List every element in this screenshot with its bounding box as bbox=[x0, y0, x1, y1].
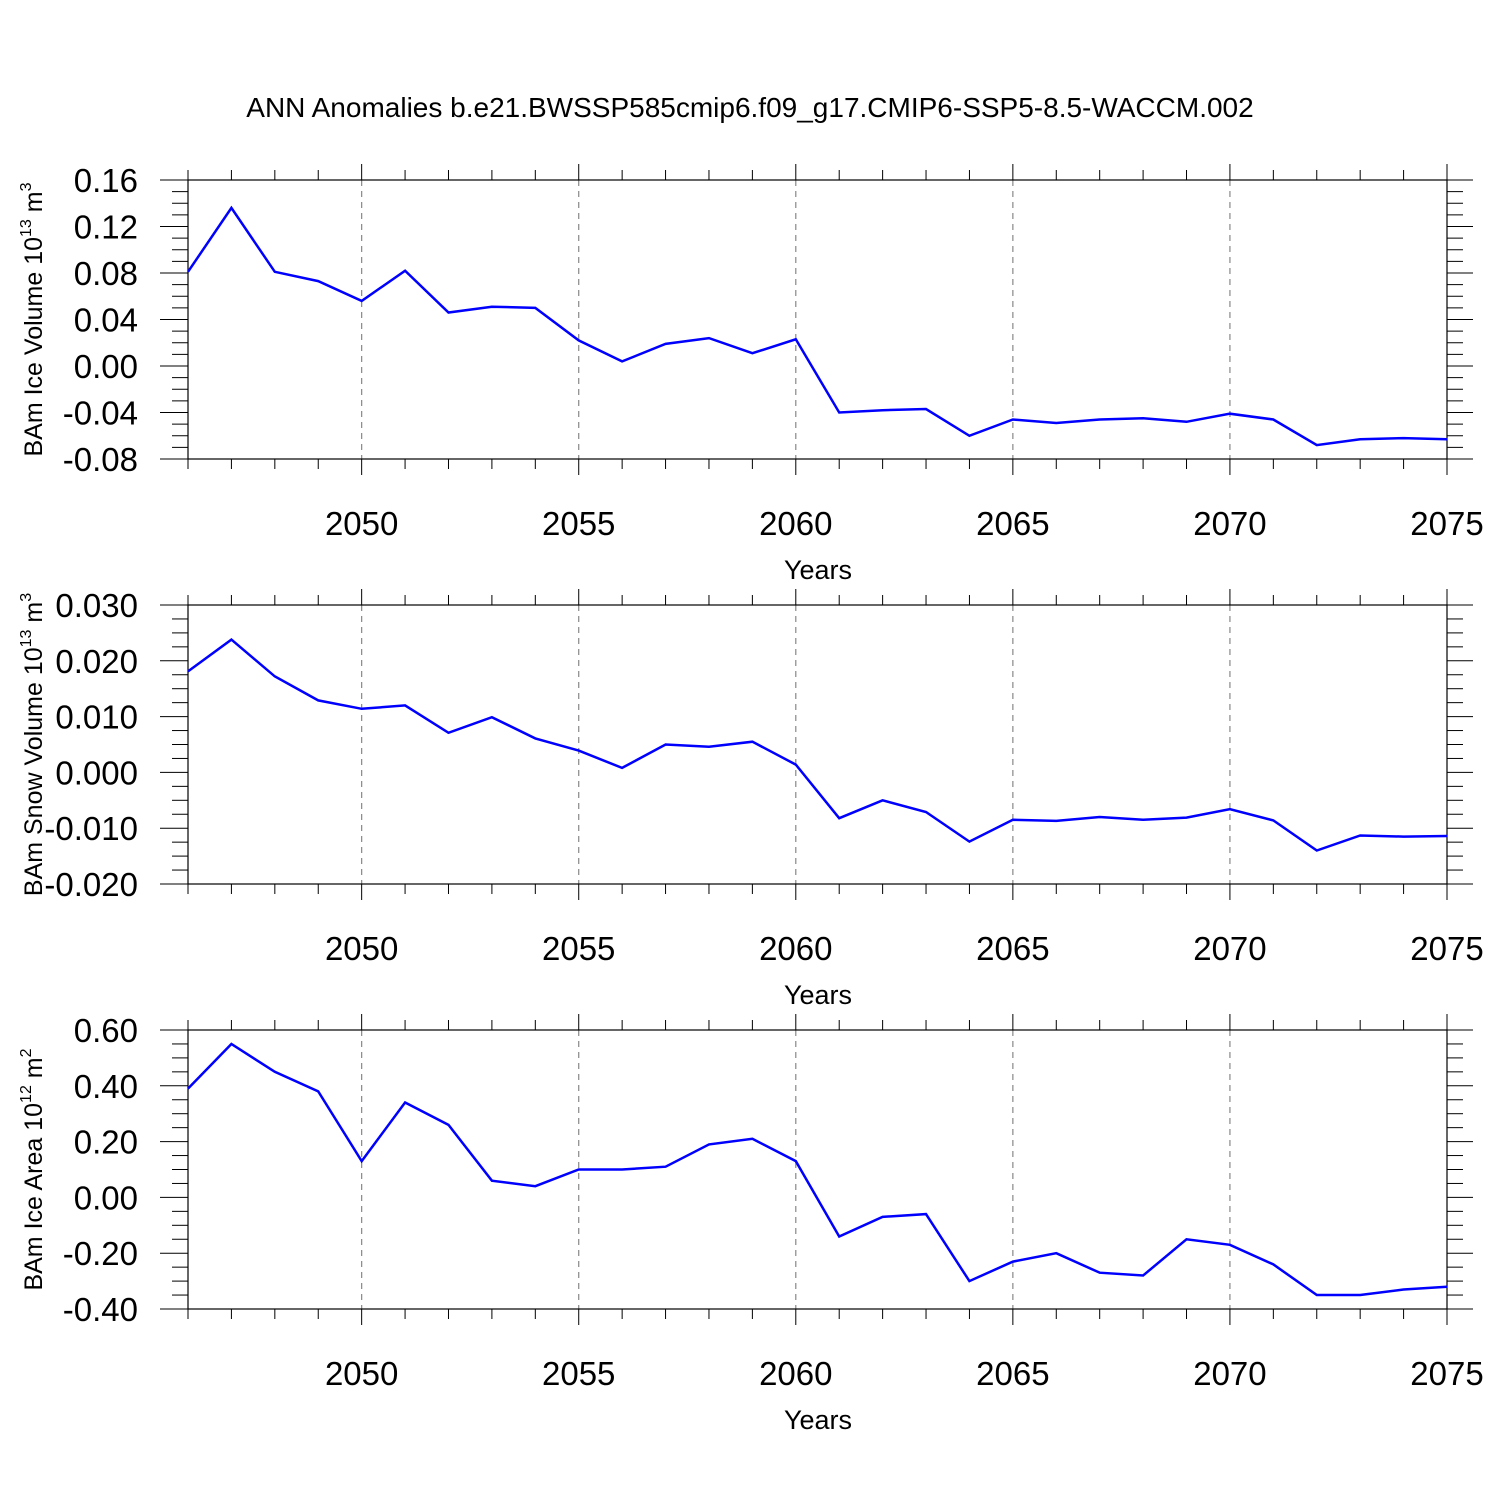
x-tick-label: 2050 bbox=[325, 505, 398, 542]
x-tick-label: 2075 bbox=[1410, 505, 1483, 542]
series-line bbox=[186, 205, 1448, 447]
y-label-exponent: 12 bbox=[18, 1085, 35, 1103]
series-line bbox=[187, 1042, 1448, 1297]
y-axis-label: BAm Ice Volume 1013 m3 bbox=[18, 182, 48, 456]
x-tick-label: 2070 bbox=[1193, 1355, 1266, 1392]
x-tick-label: 2065 bbox=[976, 505, 1049, 542]
y-tick-label: 0.60 bbox=[74, 1012, 138, 1049]
y-tick-label: 0.04 bbox=[74, 302, 138, 339]
y-tick-label: 0.010 bbox=[55, 699, 138, 736]
x-axis-label: Years bbox=[784, 1405, 852, 1435]
panel-3: -0.40 -0.20 0.00 0.20 0.40 0.60 2050 2055 2060 20… bbox=[18, 1012, 1484, 1435]
x-tick-label: 2075 bbox=[1410, 930, 1483, 967]
y-tick-label: 0.08 bbox=[74, 255, 138, 292]
x-tick-label: 2060 bbox=[759, 930, 832, 967]
x-tick-label: 2065 bbox=[976, 1355, 1049, 1392]
x-tick-label: 2070 bbox=[1193, 930, 1266, 967]
y-label-text: BAm Snow Volume 10 bbox=[20, 647, 48, 896]
y-tick-label: -0.40 bbox=[63, 1291, 138, 1328]
y-tick-label: 0.020 bbox=[55, 643, 138, 680]
series-line bbox=[187, 638, 1448, 852]
y-label-text: BAm Ice Area 10 bbox=[20, 1103, 48, 1291]
y-axis-label: BAm Snow Volume 1013 m3 bbox=[18, 593, 48, 896]
x-tick-label: 2055 bbox=[542, 930, 615, 967]
y-tick-label: 0.00 bbox=[74, 1179, 138, 1216]
y-tick-label: -0.010 bbox=[44, 810, 138, 847]
y-tick-label: 0.000 bbox=[55, 754, 138, 791]
y-label-unit: m bbox=[20, 191, 48, 219]
y-label-unit-exponent: 3 bbox=[18, 593, 35, 602]
plot-frame bbox=[187, 179, 1448, 460]
y-tick-label: -0.08 bbox=[63, 441, 138, 478]
plot-frame bbox=[187, 604, 1448, 885]
x-tick-label: 2070 bbox=[1193, 505, 1266, 542]
x-tick-label: 2060 bbox=[759, 505, 832, 542]
y-label-exponent: 13 bbox=[18, 629, 35, 647]
x-tick-label: 2050 bbox=[325, 930, 398, 967]
y-axis-label: BAm Ice Area 1012 m2 bbox=[18, 1048, 48, 1290]
y-tick-label: 0.00 bbox=[74, 348, 138, 385]
y-label-unit: m bbox=[20, 1057, 48, 1085]
y-label-exponent: 13 bbox=[18, 219, 35, 237]
plot-frame bbox=[187, 1029, 1448, 1310]
y-label-unit-exponent: 2 bbox=[18, 1048, 35, 1057]
x-axis-label: Years bbox=[784, 555, 852, 585]
x-tick-label: 2055 bbox=[542, 505, 615, 542]
x-tick-label: 2065 bbox=[976, 930, 1049, 967]
y-tick-label: 0.030 bbox=[55, 587, 138, 624]
panel-1: -0.08 -0.04 0.00 0.04 0.08 0.12 0.16 2050 2055 20… bbox=[18, 162, 1484, 585]
x-tick-label: 2050 bbox=[325, 1355, 398, 1392]
y-label-unit-exponent: 3 bbox=[18, 182, 35, 191]
x-tick-label: 2060 bbox=[759, 1355, 832, 1392]
x-axis-label: Years bbox=[784, 980, 852, 1010]
x-tick-label: 2075 bbox=[1410, 1355, 1483, 1392]
chart-title: ANN Anomalies b.e21.BWSSP585cmip6.f09_g1… bbox=[246, 92, 1253, 123]
y-tick-label: -0.04 bbox=[63, 395, 138, 432]
y-label-text: BAm Ice Volume 10 bbox=[20, 237, 48, 457]
panel-2: -0.020 -0.010 0.000 0.010 0.020 0.030 2050 2055… bbox=[18, 587, 1484, 1010]
y-tick-label: 0.20 bbox=[74, 1124, 138, 1161]
y-tick-label: -0.020 bbox=[44, 866, 138, 903]
y-tick-label: -0.20 bbox=[63, 1235, 138, 1272]
y-tick-label: 0.12 bbox=[74, 209, 138, 246]
y-tick-label: 0.40 bbox=[74, 1068, 138, 1105]
y-label-unit: m bbox=[20, 602, 48, 630]
x-tick-label: 2055 bbox=[542, 1355, 615, 1392]
y-tick-label: 0.16 bbox=[74, 162, 138, 199]
